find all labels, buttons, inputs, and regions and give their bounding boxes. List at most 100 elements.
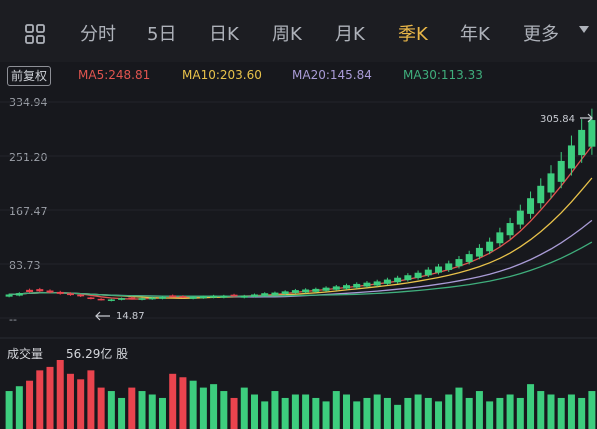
candle-body [506,223,514,236]
volume-bar [343,394,351,429]
volume-bar [394,404,402,429]
volume-bar [36,370,44,429]
candle-body [230,294,238,297]
candle-body [250,294,258,297]
candle-body [66,293,74,296]
volume-bar [15,386,23,429]
tab-monthly-k[interactable]: 月K [335,24,365,45]
volume-bar [56,360,64,429]
candle-body [169,295,177,297]
tab-yearly-k[interactable]: 年K [460,24,490,45]
candle-body [516,210,524,225]
volume-bar [66,373,74,429]
volume-bar [547,394,555,429]
volume-bar [486,401,494,429]
grid-icon[interactable] [25,24,45,44]
candle-body [332,286,340,290]
volume-bar [475,391,483,429]
candle-body [496,232,504,244]
y-tick-label: 251.20 [9,151,48,164]
candle-body [158,296,166,299]
candle-body [322,287,330,291]
candle-body [210,295,218,298]
arrow-right-icon [580,113,593,123]
candle-body [394,277,402,283]
volume-bar [291,394,299,429]
volume-bar [5,391,13,429]
ma5-label: MA5:248.81 [78,68,151,82]
tab-quarterly-k[interactable]: 季K [398,24,428,45]
candle-body [363,282,371,287]
candle-body [77,294,85,297]
min-price-label: 14.87 [116,311,145,322]
candle-body [455,259,463,267]
candle-body [383,279,391,284]
ma-line [9,177,593,299]
ma-line [9,241,593,297]
volume-title: 成交量 [7,347,44,361]
ma30-label: MA30:113.33 [403,68,483,82]
candle-body [291,290,299,293]
volume-bar [302,394,310,429]
max-price-label: 305.84 [540,114,575,125]
candle-body [373,281,381,286]
candle-body [404,275,412,281]
candle-body [107,299,115,301]
candle-body [220,295,228,298]
volume-bar [199,387,207,429]
candle-body [343,285,351,289]
volume-bar [424,397,432,429]
candle-body [148,297,156,300]
volume-bar [230,397,238,429]
volume-value: 56.29亿 股 [66,347,129,361]
candle-body [87,297,95,299]
candle-body [588,120,596,147]
volume-bar [87,370,95,429]
tab-more[interactable]: 更多 [523,24,559,45]
ma-line [9,145,593,300]
volume-bar [271,391,279,429]
candle-body [578,129,586,156]
candle-body [486,241,494,252]
volume-bar [363,397,371,429]
chevron-down-icon[interactable] [579,26,589,33]
candle-body [261,293,269,296]
volume-bar [77,379,85,429]
ma-line [9,219,593,298]
candle-body [281,291,289,294]
tab-weekly-k[interactable]: 周K [272,24,302,45]
volume-bar [210,384,218,429]
volume-bar [261,401,269,429]
volume-bar [250,394,258,429]
candle-body [302,289,310,293]
volume-bar [118,397,126,429]
candle-body [46,290,54,293]
volume-bar [414,394,422,429]
volume-bar [312,397,320,429]
tab-5day[interactable]: 5日 [147,24,177,45]
volume-bar [189,380,197,429]
volume-bar [97,387,105,429]
volume-bar [353,401,361,429]
price-adjust-button[interactable]: 前复权 [7,66,52,86]
volume-bar [148,394,156,429]
volume-bar [506,394,514,429]
candle-body [189,296,197,299]
tab-intraday[interactable]: 分时 [80,24,116,45]
tab-daily-k[interactable]: 日K [209,24,239,45]
candle-body [557,160,565,182]
volume-bar [220,391,228,429]
volume-bar [435,401,443,429]
volume-bar [107,391,115,429]
volume-bar [332,391,340,429]
volume-bar [169,373,177,429]
arrow-left-icon [95,311,110,321]
candle-body [97,298,105,301]
volume-bar [240,387,248,429]
volume-bar [455,387,463,429]
candle-body [138,298,146,300]
ma10-label: MA10:203.60 [182,68,262,82]
volume-bar [128,387,136,429]
candle-body [240,295,248,298]
